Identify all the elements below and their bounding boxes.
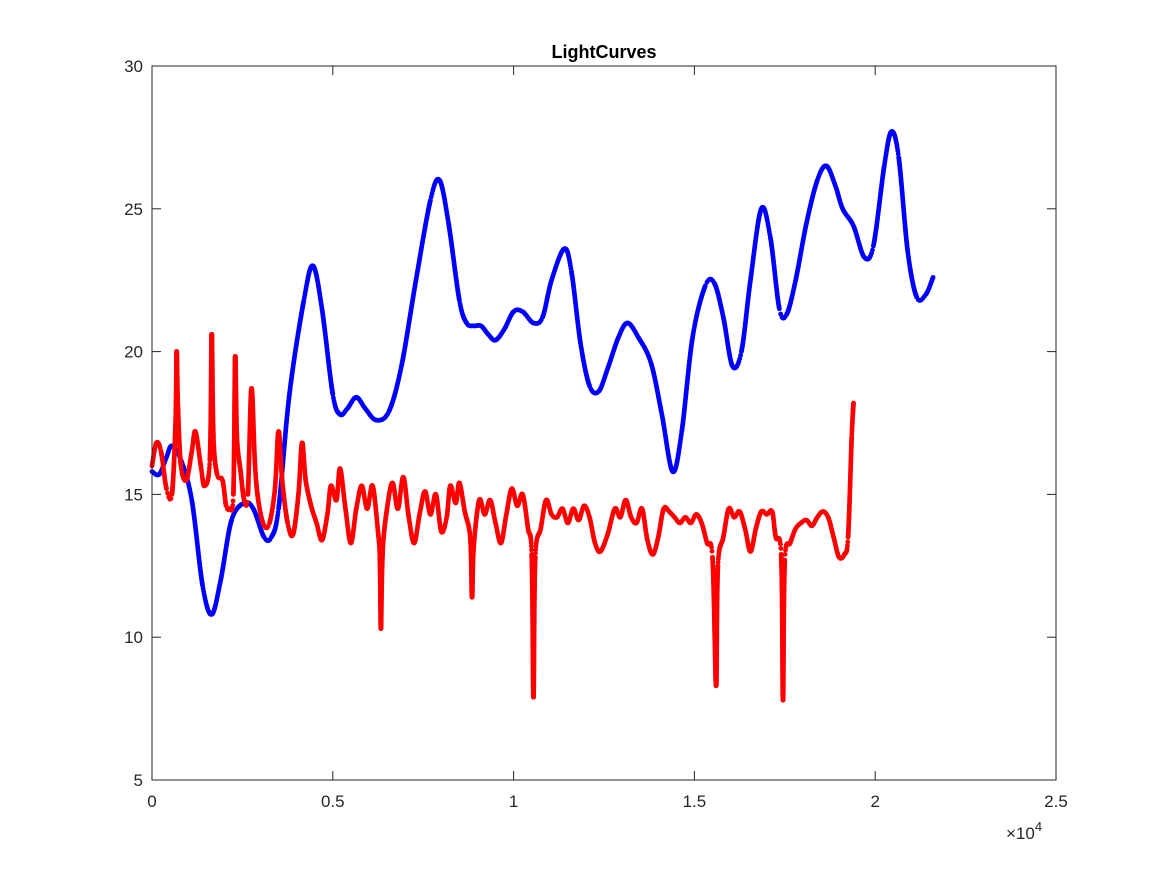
data-point: [778, 541, 783, 547]
data-point: [244, 500, 250, 505]
data-point: [870, 247, 875, 253]
data-point: [529, 547, 534, 553]
data-point: [778, 546, 784, 551]
data-point: [782, 551, 788, 557]
data-point: [845, 539, 851, 545]
data-point: [709, 548, 715, 554]
data-point: [168, 496, 174, 502]
series-0: [149, 129, 936, 617]
data-point: [275, 509, 281, 515]
data-point: [782, 557, 788, 563]
data-point: [776, 306, 782, 312]
data-point: [702, 283, 708, 289]
series-layer: [149, 129, 936, 703]
data-point: [532, 554, 538, 560]
data-point: [930, 274, 936, 280]
data-point: [738, 352, 743, 358]
data-point: [230, 502, 236, 508]
data-point: [164, 486, 169, 492]
data-point: [709, 544, 714, 550]
data-point: [230, 498, 236, 504]
data-point: [207, 461, 213, 467]
plot-area: [152, 66, 1056, 780]
